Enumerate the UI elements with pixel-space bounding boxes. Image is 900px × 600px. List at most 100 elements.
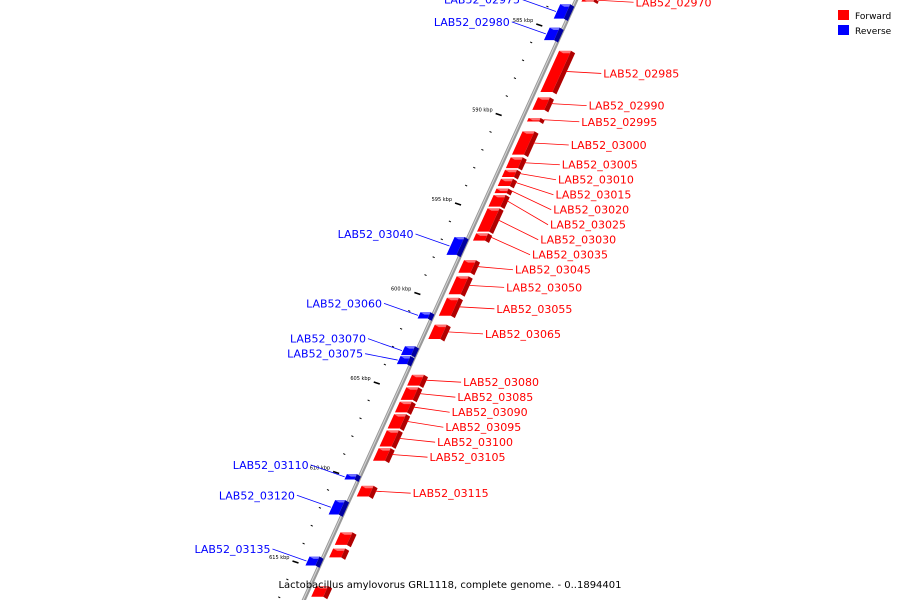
gene-label[interactable]: LAB52_03055 <box>496 303 572 316</box>
label-leader <box>511 21 546 35</box>
gene-LAB52_03000[interactable] <box>511 131 539 158</box>
gene-LAB52_03010[interactable] <box>501 169 522 180</box>
gene-LAB52_03100[interactable] <box>379 430 403 449</box>
gene-LAB52_03040[interactable] <box>446 237 469 258</box>
minor-tick <box>448 220 452 223</box>
gene-side <box>368 485 378 499</box>
gene-label[interactable]: LAB52_02980 <box>434 16 510 29</box>
gene-label[interactable]: LAB52_03025 <box>550 219 626 232</box>
gene-label[interactable]: LAB52_03040 <box>338 228 414 241</box>
gene-label[interactable]: LAB52_03045 <box>515 264 591 277</box>
legend: Forward Reverse <box>838 10 892 37</box>
gene-side <box>563 4 575 22</box>
major-tick <box>332 470 340 475</box>
gene-label[interactable]: LAB52_02975 <box>444 0 520 6</box>
gene-LAB52_03065[interactable] <box>428 324 451 342</box>
gene-LAB52_03050[interactable] <box>448 276 473 297</box>
minor-tick <box>473 166 476 169</box>
gene-label[interactable]: LAB52_03115 <box>413 487 489 500</box>
gene-label[interactable]: LAB52_03120 <box>219 489 295 502</box>
legend-reverse-label: Reverse <box>855 27 892 37</box>
gene-LAB52_03095[interactable] <box>387 414 411 431</box>
gene-label[interactable]: LAB52_03095 <box>445 421 521 434</box>
gene-LAB52_03085[interactable] <box>400 387 423 403</box>
gene-label[interactable]: LAB52_02990 <box>589 100 665 113</box>
gene-label[interactable]: LAB52_03010 <box>558 174 634 187</box>
gene-label[interactable]: LAB52_02970 <box>636 0 712 9</box>
gene-label[interactable]: LAB52_03100 <box>437 436 513 449</box>
gene-side <box>323 586 333 600</box>
gene-label[interactable]: LAB52_02995 <box>581 116 657 129</box>
gene-LAB52_03110[interactable] <box>344 474 361 482</box>
gene-label[interactable]: LAB52_03060 <box>306 297 382 310</box>
gene-label[interactable]: LAB52_03020 <box>553 204 629 217</box>
gene-LAB52_02995[interactable] <box>526 117 545 124</box>
gene-LAB52_03145[interactable] <box>329 548 350 560</box>
gene-LAB52_03055[interactable] <box>438 297 463 319</box>
gene-LAB52_03140[interactable] <box>334 532 357 548</box>
gene-LAB52_03045[interactable] <box>458 260 481 276</box>
gene-label[interactable]: LAB52_03070 <box>290 333 366 346</box>
gene-label[interactable]: LAB52_03085 <box>457 391 533 404</box>
gene-label[interactable]: LAB52_03080 <box>463 376 539 389</box>
gene-LAB52_03135[interactable] <box>305 556 324 568</box>
gene-LAB52_03070[interactable] <box>400 346 420 358</box>
gene-label[interactable]: LAB52_03135 <box>195 543 271 556</box>
label-leader <box>447 331 484 335</box>
label-leader <box>565 71 602 74</box>
gene-LAB52_03075[interactable] <box>396 356 415 367</box>
minor-tick <box>302 542 305 545</box>
gene-side <box>406 356 415 367</box>
gene-label[interactable]: LAB52_03075 <box>287 348 363 361</box>
minor-tick <box>408 309 411 312</box>
gene-label[interactable]: LAB52_03065 <box>485 328 561 341</box>
label-leader <box>533 142 569 146</box>
gene-label[interactable]: LAB52_03110 <box>233 459 309 472</box>
gene-LAB52_02985[interactable] <box>540 50 576 95</box>
label-leader <box>598 0 634 3</box>
gene-label[interactable]: LAB52_03105 <box>430 451 506 464</box>
gene-label[interactable]: LAB52_03015 <box>555 189 631 202</box>
gene-LAB52_02990[interactable] <box>532 97 554 113</box>
gene-LAB52_03080[interactable] <box>407 374 429 388</box>
gene-LAB52_03020[interactable] <box>494 188 513 196</box>
gene-label[interactable]: LAB52_02985 <box>603 67 679 80</box>
minor-tick <box>310 524 313 527</box>
scale-tick-label: 595 kbp <box>432 197 452 203</box>
legend-forward-label: Forward <box>855 12 891 22</box>
gene-label[interactable]: LAB52_03050 <box>506 281 582 294</box>
gene-labels: LAB52_02965LAB52_02970LAB52_02985LAB52_0… <box>195 0 712 562</box>
gene-LAB52_03090[interactable] <box>394 401 416 415</box>
gene-label[interactable]: LAB52_03000 <box>571 139 647 152</box>
gene-side <box>523 131 539 158</box>
gene-face <box>446 237 465 255</box>
gene-label[interactable]: LAB52_03090 <box>452 406 528 419</box>
gene-LAB52_03150[interactable] <box>311 586 333 600</box>
gene-LAB52_03035[interactable] <box>472 233 493 243</box>
label-leader <box>458 306 495 310</box>
gene-LAB52_02975[interactable] <box>553 4 575 22</box>
gene-face <box>448 276 469 295</box>
gene-LAB52_03005[interactable] <box>505 157 527 171</box>
minor-tick <box>318 506 322 509</box>
gene-LAB52_02980[interactable] <box>543 27 564 43</box>
genome-caption: Lactobacillus amylovorus GRL1118, comple… <box>278 580 621 591</box>
gene-label[interactable]: LAB52_03030 <box>540 234 616 247</box>
minor-tick <box>521 59 525 62</box>
gene-side <box>517 157 527 171</box>
gene-LAB52_03105[interactable] <box>372 448 395 464</box>
gene-side <box>338 500 350 517</box>
gene-label[interactable]: LAB52_03005 <box>562 159 638 172</box>
gene-side <box>506 188 513 196</box>
gene-side <box>427 312 435 321</box>
gene-LAB52_03015[interactable] <box>497 178 517 189</box>
gene-LAB52_03115[interactable] <box>356 485 378 499</box>
gene-LAB52_02970[interactable] <box>581 0 599 5</box>
gene-label[interactable]: LAB52_03035 <box>532 249 608 262</box>
gene-LAB52_03025[interactable] <box>488 194 510 209</box>
gene-LAB52_03030[interactable] <box>477 208 504 235</box>
gene-face <box>400 387 419 400</box>
gene-LAB52_03120[interactable] <box>328 500 350 517</box>
gene-LAB52_03060[interactable] <box>417 312 435 321</box>
label-leader <box>551 103 587 107</box>
